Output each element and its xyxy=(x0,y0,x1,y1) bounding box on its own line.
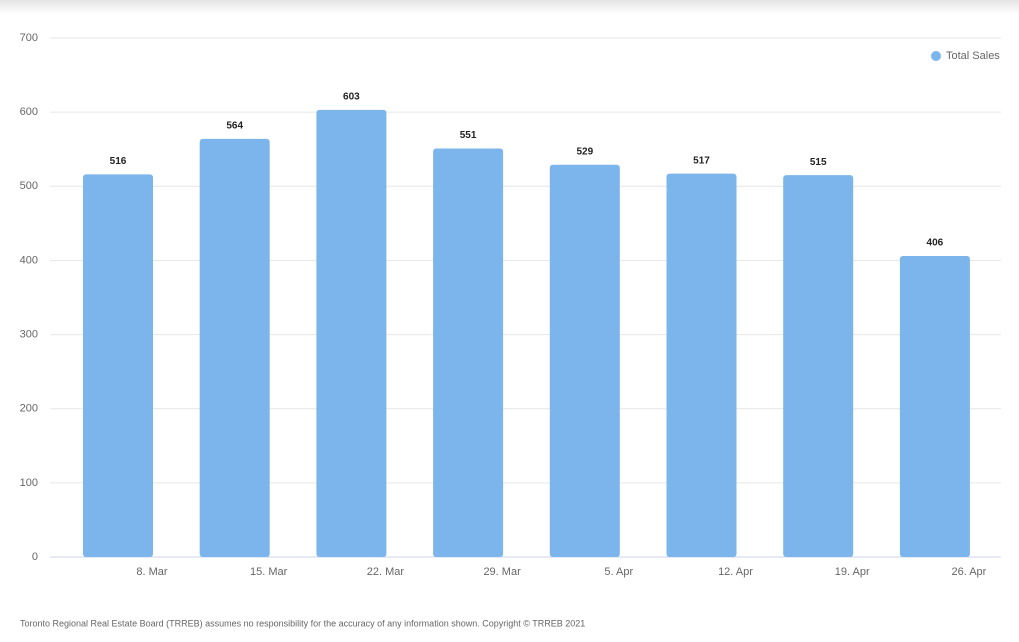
x-tick-label: 26. Apr xyxy=(951,566,986,578)
bar xyxy=(783,175,854,557)
value-label: 529 xyxy=(576,146,593,157)
y-tick-label: 500 xyxy=(20,180,38,192)
y-tick-label: 400 xyxy=(20,254,38,266)
value-label: 406 xyxy=(927,238,944,249)
y-tick-label: 200 xyxy=(20,403,38,415)
bar xyxy=(83,174,153,557)
bar xyxy=(316,109,387,557)
value-label: 551 xyxy=(460,130,477,141)
y-tick-label: 700 xyxy=(20,32,38,44)
legend-marker xyxy=(931,51,941,61)
y-tick-label: 100 xyxy=(20,477,38,489)
value-label: 516 xyxy=(110,156,127,167)
value-label: 564 xyxy=(226,120,243,131)
top-shadow xyxy=(0,0,1019,14)
x-tick-label: 5. Apr xyxy=(604,566,633,578)
bar xyxy=(199,138,270,557)
value-label: 517 xyxy=(693,155,710,166)
x-tick-label: 8. Mar xyxy=(136,566,168,578)
x-tick-label: 19. Apr xyxy=(835,566,870,578)
x-tick-label: 22. Mar xyxy=(367,566,405,578)
legend-label: Total Sales xyxy=(946,50,1000,62)
footer: Toronto Regional Real Estate Board (TRRE… xyxy=(20,618,585,628)
bar xyxy=(549,164,620,557)
value-label: 515 xyxy=(810,157,827,168)
x-tick-label: 29. Mar xyxy=(483,566,521,578)
x-tick-label: 12. Apr xyxy=(718,566,753,578)
y-tick-label: 0 xyxy=(32,551,38,563)
y-tick-label: 600 xyxy=(20,106,38,118)
bar xyxy=(433,148,504,558)
bar xyxy=(899,255,970,558)
bar xyxy=(666,173,737,557)
x-tick-label: 15. Mar xyxy=(250,566,288,578)
value-label: 603 xyxy=(343,92,360,103)
y-tick-label: 300 xyxy=(20,328,38,340)
